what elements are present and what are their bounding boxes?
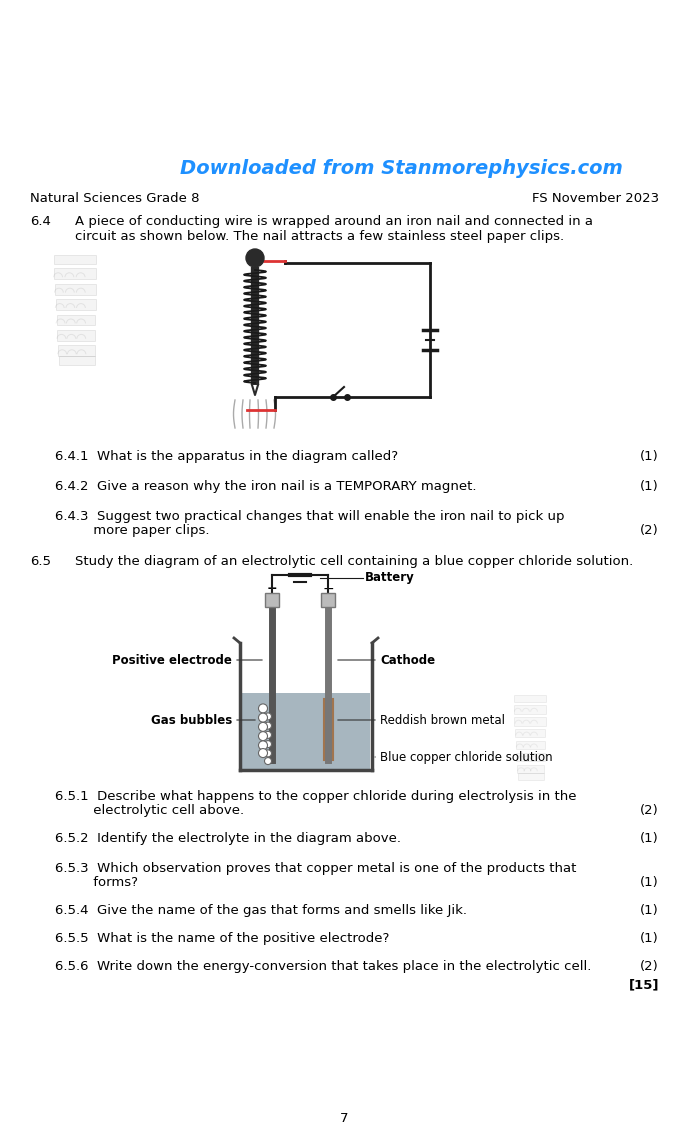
Text: (1): (1) (640, 832, 659, 845)
Text: Cathode: Cathode (380, 654, 435, 666)
Circle shape (265, 750, 271, 757)
Bar (57, 330, 95, 341)
Bar (242, 693, 370, 770)
Text: Positive electrode: Positive electrode (112, 654, 232, 666)
Text: 6.5: 6.5 (30, 555, 51, 568)
Circle shape (265, 722, 271, 730)
Text: Study the diagram of an electrolytic cell containing a blue copper chloride solu: Study the diagram of an electrolytic cel… (75, 555, 633, 568)
Text: 6.5.4  Give the name of the gas that forms and smells like Jik.: 6.5.4 Give the name of the gas that form… (55, 904, 467, 917)
Text: (2): (2) (640, 804, 659, 817)
Text: 6.5.5  What is the name of the positive electrode?: 6.5.5 What is the name of the positive e… (55, 932, 389, 945)
Text: 6.4: 6.4 (30, 215, 51, 228)
Bar (516, 741, 545, 749)
Text: Blue copper chloride solution: Blue copper chloride solution (380, 750, 553, 764)
Bar (514, 695, 546, 701)
Text: FS November 2023: FS November 2023 (532, 191, 659, 204)
Bar (517, 773, 544, 780)
Circle shape (258, 713, 267, 722)
Bar (55, 284, 96, 295)
Circle shape (258, 723, 267, 732)
Text: 6.5.6  Write down the energy-conversion that takes place in the electrolytic cel: 6.5.6 Write down the energy-conversion t… (55, 960, 591, 973)
Circle shape (265, 713, 271, 719)
Text: Reddish brown metal: Reddish brown metal (380, 714, 505, 726)
Text: (1): (1) (640, 876, 659, 889)
Text: +: + (267, 582, 277, 596)
Text: 6.5.2  Identify the electrolyte in the diagram above.: 6.5.2 Identify the electrolyte in the di… (55, 832, 401, 845)
Circle shape (258, 749, 267, 758)
Text: electrolytic cell above.: electrolytic cell above. (55, 804, 244, 817)
Text: Gas bubbles: Gas bubbles (151, 714, 232, 726)
Text: (2): (2) (640, 523, 659, 537)
Text: (1): (1) (640, 904, 659, 917)
Text: 6.5.1  Describe what happens to the copper chloride during electrolysis in the: 6.5.1 Describe what happens to the coppe… (55, 790, 577, 803)
Circle shape (258, 704, 267, 713)
Bar (56, 315, 95, 325)
Text: 6.5.3  Which observation proves that copper metal is one of the products that: 6.5.3 Which observation proves that copp… (55, 862, 577, 875)
Text: (2): (2) (640, 960, 659, 973)
Text: A piece of conducting wire is wrapped around an iron nail and connected in a: A piece of conducting wire is wrapped ar… (75, 215, 593, 228)
Circle shape (258, 732, 267, 741)
Circle shape (265, 732, 271, 739)
Text: −: − (322, 582, 333, 596)
Text: forms?: forms? (55, 876, 138, 889)
Text: (1): (1) (640, 932, 659, 945)
Bar (517, 765, 544, 773)
Text: Battery: Battery (365, 571, 415, 585)
Text: circuit as shown below. The nail attracts a few stainless steel paper clips.: circuit as shown below. The nail attract… (75, 230, 564, 242)
Circle shape (265, 741, 271, 748)
Text: 7: 7 (340, 1111, 348, 1124)
Bar (54, 269, 96, 279)
Bar (54, 255, 96, 264)
Bar (56, 299, 96, 310)
Text: more paper clips.: more paper clips. (55, 523, 209, 537)
Bar (321, 593, 335, 607)
Text: Natural Sciences Grade 8: Natural Sciences Grade 8 (30, 191, 200, 204)
Text: [15]: [15] (628, 978, 659, 991)
Text: 6.4.3  Suggest two practical changes that will enable the iron nail to pick up: 6.4.3 Suggest two practical changes that… (55, 510, 564, 523)
Circle shape (265, 758, 271, 765)
Bar (515, 717, 546, 725)
Bar (516, 753, 545, 761)
Bar (515, 730, 546, 738)
Circle shape (258, 741, 267, 750)
Text: Downloaded from Stanmorephysics.com: Downloaded from Stanmorephysics.com (180, 159, 623, 178)
Bar (59, 346, 95, 356)
Text: 6.4.1  What is the apparatus in the diagram called?: 6.4.1 What is the apparatus in the diagr… (55, 450, 398, 463)
Bar (59, 356, 95, 365)
Text: (1): (1) (640, 450, 659, 463)
Text: (1): (1) (640, 480, 659, 493)
Bar (514, 706, 546, 714)
Circle shape (246, 249, 264, 267)
Bar (265, 593, 279, 607)
Text: 6.4.2  Give a reason why the iron nail is a TEMPORARY magnet.: 6.4.2 Give a reason why the iron nail is… (55, 480, 477, 493)
